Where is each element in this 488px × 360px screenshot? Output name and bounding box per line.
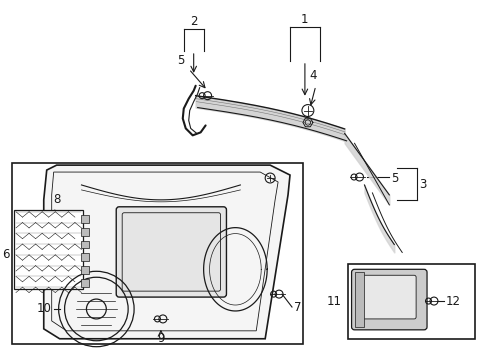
Text: 10: 10 — [37, 302, 52, 315]
Text: 5: 5 — [390, 171, 398, 185]
Text: 8: 8 — [53, 193, 60, 206]
Bar — [347, 264, 474, 339]
Bar — [354, 272, 364, 327]
Text: 12: 12 — [445, 294, 460, 307]
Polygon shape — [43, 165, 289, 339]
Bar — [81, 253, 89, 261]
FancyBboxPatch shape — [357, 275, 415, 319]
Text: 1: 1 — [301, 13, 308, 26]
Text: 5: 5 — [177, 54, 184, 67]
Text: 3: 3 — [418, 179, 426, 192]
Text: 7: 7 — [293, 301, 301, 314]
Bar — [81, 215, 89, 223]
Text: 2: 2 — [189, 15, 197, 28]
Text: 9: 9 — [157, 332, 164, 345]
Text: 6: 6 — [2, 248, 10, 261]
Bar — [81, 266, 89, 274]
FancyBboxPatch shape — [116, 207, 226, 297]
Bar — [14, 210, 83, 289]
Bar — [81, 240, 89, 248]
Bar — [81, 279, 89, 287]
Bar — [81, 228, 89, 235]
Bar — [12, 163, 302, 344]
Text: 4: 4 — [309, 69, 317, 82]
FancyBboxPatch shape — [351, 269, 426, 330]
Text: 11: 11 — [326, 294, 341, 307]
